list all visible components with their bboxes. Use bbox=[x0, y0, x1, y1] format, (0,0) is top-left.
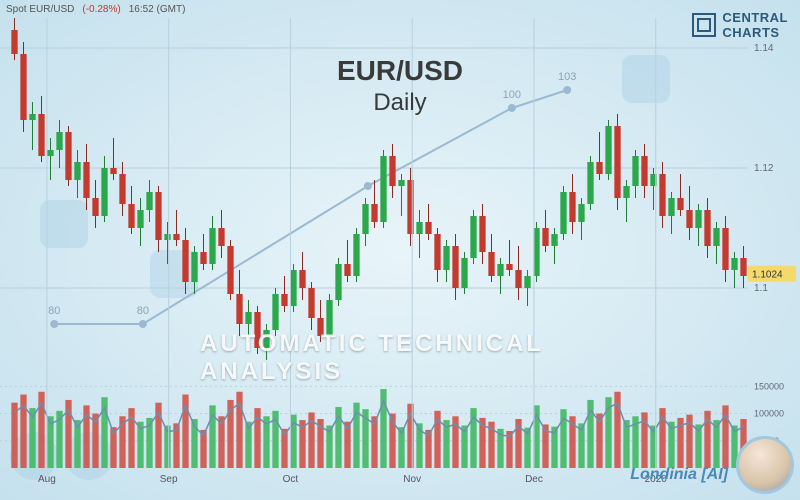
header-time: 16:52 (GMT) bbox=[129, 4, 186, 15]
header-symbol: Spot EUR/USD bbox=[6, 4, 74, 15]
header-bar: Spot EUR/USD (-0.28%) 16:52 (GMT) bbox=[0, 0, 800, 18]
brand-logo: CENTRAL CHARTS bbox=[692, 10, 788, 40]
svg-text:Sep: Sep bbox=[160, 474, 178, 485]
brand-icon bbox=[692, 13, 716, 37]
brand-line2: CHARTS bbox=[722, 25, 788, 40]
svg-text:1.1: 1.1 bbox=[754, 283, 768, 294]
svg-text:100000: 100000 bbox=[754, 409, 784, 419]
price-chart: 1.11.121.1450000100000150000 8080100103 … bbox=[0, 0, 800, 500]
svg-text:80: 80 bbox=[48, 305, 60, 317]
svg-text:1.12: 1.12 bbox=[754, 163, 774, 174]
banner-text: AUTOMATIC TECHNICAL ANALYSIS bbox=[200, 330, 600, 386]
chart-root: 1.11.121.1450000100000150000 8080100103 … bbox=[0, 0, 800, 500]
header-change: (-0.28%) bbox=[82, 4, 120, 15]
svg-text:Aug: Aug bbox=[38, 474, 56, 485]
svg-text:80: 80 bbox=[137, 305, 149, 317]
svg-text:150000: 150000 bbox=[754, 381, 784, 391]
brand-line1: CENTRAL bbox=[722, 10, 788, 25]
svg-text:1.1024: 1.1024 bbox=[752, 270, 783, 281]
svg-text:103: 103 bbox=[558, 71, 576, 83]
svg-text:Oct: Oct bbox=[283, 474, 299, 485]
svg-text:Nov: Nov bbox=[403, 474, 421, 485]
svg-text:1.14: 1.14 bbox=[754, 43, 774, 54]
avatar-icon bbox=[736, 436, 794, 494]
footer-brand: Londinia [AI] bbox=[630, 466, 728, 484]
svg-text:Dec: Dec bbox=[525, 474, 543, 485]
svg-text:100: 100 bbox=[503, 89, 521, 101]
